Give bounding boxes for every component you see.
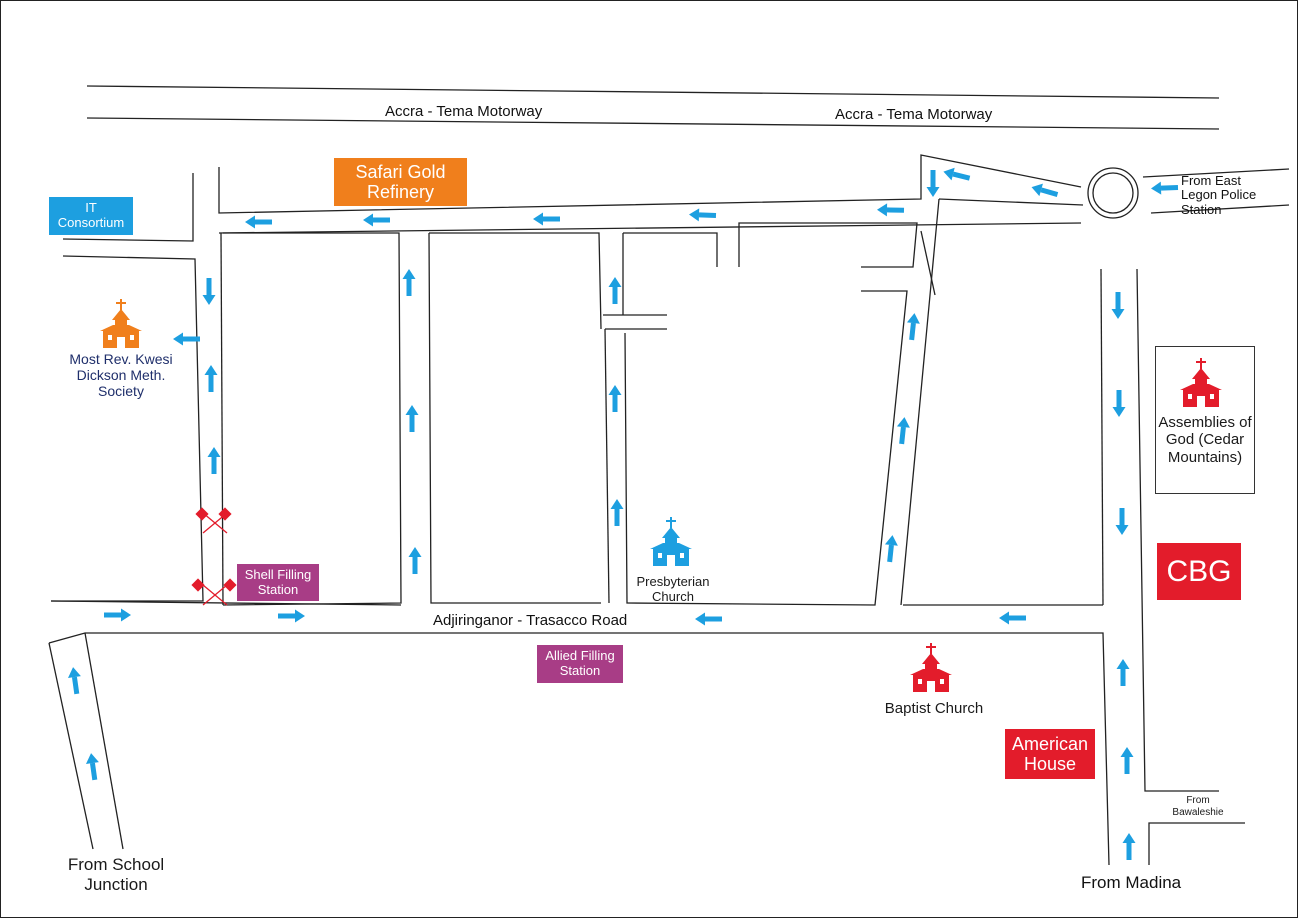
assemblies-of-god-frame [1155, 346, 1255, 494]
church-icon [909, 642, 953, 693]
american-house-label: American House [1011, 733, 1089, 774]
methodist-church-label: Most Rev. Kwesi Dickson Meth. Society [69, 351, 173, 400]
allied-filling-station-label: Allied Filling Station [545, 648, 615, 678]
from-east-legon-label: From East Legon Police Station [1181, 173, 1257, 217]
safari-gold-refinery-label: Safari Gold Refinery [355, 161, 446, 202]
allied-filling-station-box: Allied Filling Station [537, 645, 623, 683]
motorway-label-right: Accra - Tema Motorway [835, 106, 993, 123]
safari-gold-refinery-box: Safari Gold Refinery [334, 158, 467, 206]
it-consortium-box: IT Consortium [49, 197, 133, 235]
it-consortium-label: IT Consortium [57, 200, 125, 230]
presbyterian-church-label: Presbyterian Church [636, 574, 710, 604]
shell-filling-station-label: Shell Filling Station [244, 566, 312, 597]
assemblies-of-god-label: Assemblies of God (Cedar Mountains) [1158, 414, 1252, 466]
cbg-label: CBG [1166, 554, 1232, 588]
motorway-label-left: Accra - Tema Motorway [385, 103, 543, 120]
from-bawaleshie-label: From Bawaleshie [1172, 795, 1224, 818]
road-block-markers [191, 507, 237, 606]
church-icon [99, 298, 143, 349]
american-house-box: American House [1005, 729, 1095, 779]
from-school-junction-label: From School Junction [67, 855, 165, 894]
shell-filling-station-box: Shell Filling Station [237, 564, 319, 601]
from-madina-label: From Madina [1081, 873, 1182, 892]
main-road-label: Adjiringanor - Trasacco Road [433, 612, 628, 629]
cbg-box: CBG [1157, 543, 1241, 600]
church-icon [649, 516, 693, 567]
baptist-church-label: Baptist Church [884, 700, 984, 717]
road-lines [48, 85, 1290, 866]
